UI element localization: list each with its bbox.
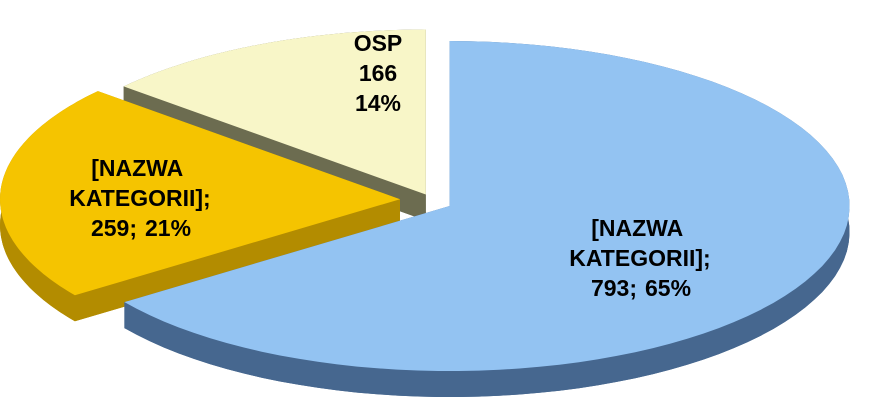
slice-label-percent: 14% <box>355 90 401 116</box>
slice <box>123 29 426 195</box>
slice-label-percent: 21% <box>145 215 191 241</box>
slice <box>124 41 850 371</box>
slice-label-category: [NAZWA KATEGORII]; <box>69 155 210 211</box>
slice-edge <box>74 199 401 322</box>
slice <box>0 91 400 296</box>
slice-label-value: 166 <box>359 60 397 86</box>
slice-label-category: [NAZWA KATEGORII]; <box>569 215 710 271</box>
slice-label-value: 793; <box>591 275 637 301</box>
slice-label-category: OSP <box>354 30 403 56</box>
slice-label-value: 259; <box>91 215 137 241</box>
slice-label-percent: 65% <box>645 275 691 301</box>
